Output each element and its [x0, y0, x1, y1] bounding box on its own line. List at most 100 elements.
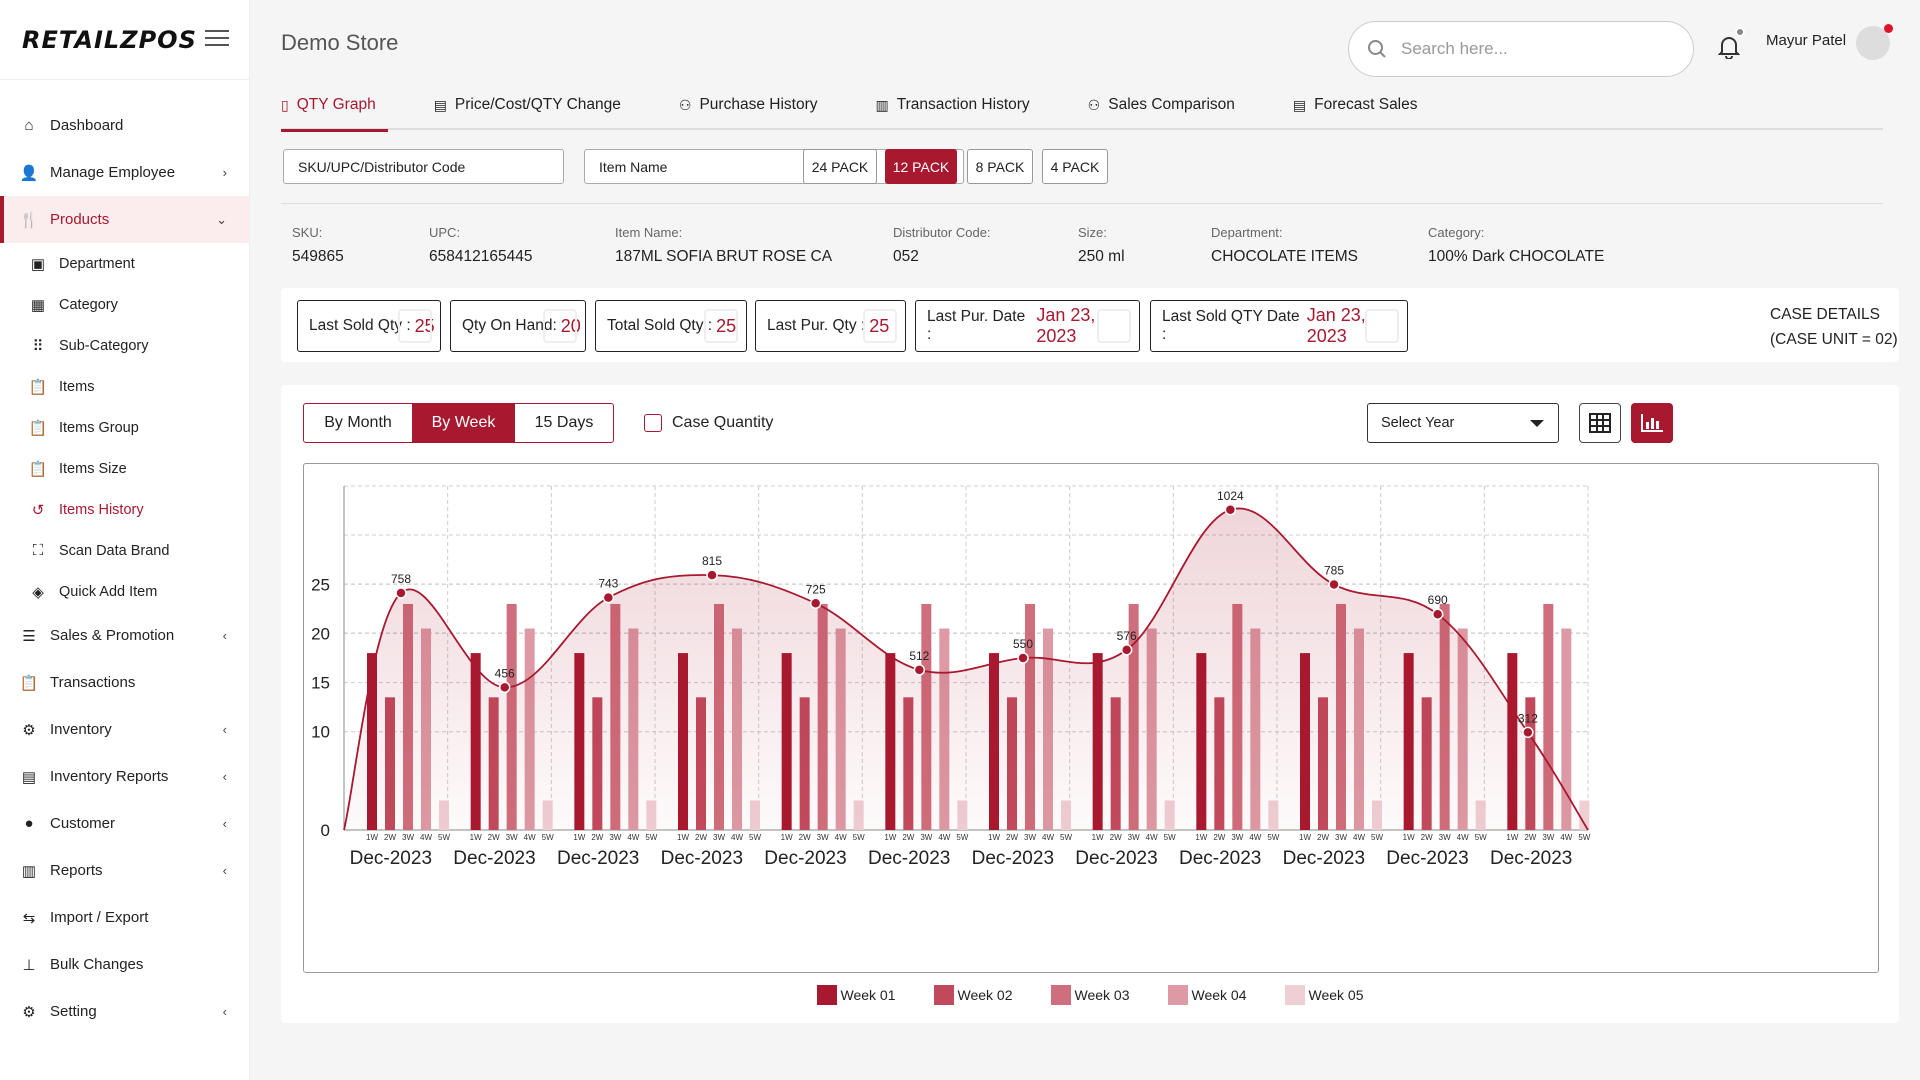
gear-icon: ⚙	[22, 1003, 36, 1021]
x-category-label: Dec-2023	[453, 848, 535, 869]
overlay-point[interactable]	[602, 591, 615, 604]
sidebar-item-bulk-changes[interactable]: ⊥ Bulk Changes	[0, 941, 249, 988]
sidebar-item-category[interactable]: ▦ Category	[0, 284, 249, 325]
x-category-label: Dec-2023	[1179, 848, 1261, 869]
sidebar-item-label: Scan Data Brand	[59, 542, 170, 559]
sidebar-item-items-size[interactable]: 📋 Items Size	[0, 448, 249, 489]
bar-week-03[interactable]	[1543, 603, 1554, 830]
x-category-label: Dec-2023	[1490, 848, 1572, 869]
dots-grid-icon: ⠿	[32, 337, 44, 355]
sidebar-item-label: Manage Employee	[50, 164, 176, 181]
legend-item[interactable]: Week 03	[1050, 985, 1130, 1005]
stat-label: Last Sold Qty :	[309, 317, 411, 334]
tab-qty-graph[interactable]: ▯ QTY Graph	[281, 80, 388, 132]
legend-item[interactable]: Week 05	[1284, 985, 1364, 1005]
week-tick-label: 1W	[573, 833, 585, 842]
sidebar-item-inventory-reports[interactable]: ▤ Inventory Reports ‹	[0, 753, 249, 800]
overlay-point[interactable]	[913, 664, 926, 676]
chevron-icon: ‹	[222, 769, 227, 784]
sidebar-item-inventory[interactable]: ⚙ Inventory ‹	[0, 706, 249, 753]
overlay-point[interactable]	[1224, 504, 1237, 516]
stat-label: Last Sold QTY Date :	[1162, 308, 1300, 343]
overlay-point[interactable]	[1328, 578, 1340, 591]
legend-item[interactable]: Week 01	[816, 985, 896, 1005]
logo: RETAILZPOS	[0, 0, 249, 80]
hamburger-menu-icon[interactable]	[205, 30, 229, 48]
overlay-point[interactable]	[706, 569, 718, 581]
pack-button-24-pack[interactable]: 24 PACK	[803, 149, 877, 184]
sidebar-item-setting[interactable]: ⚙ Setting ‹	[0, 988, 249, 1035]
sidebar-item-items-group[interactable]: 📋 Items Group	[0, 407, 249, 448]
tab-sales-comparison[interactable]: ⚇ Sales Comparison	[1088, 80, 1235, 130]
sidebar-item-dashboard[interactable]: ⌂ Dashboard	[0, 102, 249, 149]
sidebar-item-items[interactable]: 📋 Items	[0, 366, 249, 407]
sidebar-item-items-history[interactable]: ↺ Items History	[0, 489, 249, 530]
avatar[interactable]	[1856, 24, 1893, 60]
week-tick-label: 2W	[902, 833, 914, 842]
stat-last-pur-qty: Last Pur. Qty :25	[755, 300, 906, 352]
bar-week-05[interactable]	[1579, 800, 1590, 830]
overlay-point[interactable]	[1120, 644, 1133, 656]
tab-forecast-sales[interactable]: ▤ Forecast Sales	[1293, 80, 1418, 130]
overlay-point[interactable]	[395, 587, 407, 599]
info-label: UPC:	[429, 225, 461, 240]
period-by-month[interactable]: By Month	[324, 414, 392, 431]
sidebar-item-sub-category[interactable]: ⠿ Sub-Category	[0, 325, 249, 366]
week-tick-label: 1W	[781, 833, 793, 842]
sitemap-icon: ⊥	[22, 956, 36, 974]
overlay-point[interactable]	[1522, 726, 1534, 739]
table-view-button[interactable]	[1579, 403, 1621, 443]
week-tick-label: 4W	[1353, 833, 1365, 842]
select-year-dropdown[interactable]: Select Year	[1367, 403, 1559, 443]
overlay-point[interactable]	[809, 597, 822, 610]
tab-label: Purchase History	[699, 96, 818, 113]
sidebar-item-scan-data-brand[interactable]: ⛶ Scan Data Brand	[0, 530, 249, 571]
item-info-size: Size: 250 ml	[1078, 225, 1125, 266]
sidebar-item-products[interactable]: 🍴 Products ⌄	[0, 196, 249, 243]
week-tick-label: 3W	[713, 833, 725, 842]
sidebar-item-manage-employee[interactable]: 👤 Manage Employee ›	[0, 149, 249, 196]
pack-button-4-pack[interactable]: 4 PACK	[1042, 149, 1108, 184]
week-tick-label: 1W	[366, 833, 378, 842]
logo-text: RETAILZPOS	[22, 25, 197, 54]
sku-search-field[interactable]: SKU/UPC/Distributor Code	[283, 149, 564, 184]
pack-button-12-pack[interactable]: 12 PACK	[885, 149, 957, 184]
legend-item[interactable]: Week 04	[1167, 985, 1247, 1005]
user-name[interactable]: Mayur Patel	[1766, 32, 1847, 49]
info-value: 052	[893, 248, 919, 265]
overlay-data-label: 550	[1013, 637, 1033, 651]
overlay-data-label: 1024	[1217, 489, 1244, 503]
overlay-point[interactable]	[1431, 608, 1444, 620]
y-tick-label: 15	[311, 674, 330, 693]
notification-bell-icon[interactable]	[1717, 27, 1745, 64]
period-by-week[interactable]: By Week	[412, 404, 515, 442]
tab-price-cost-qty-change[interactable]: ▤ Price/Cost/QTY Change	[434, 80, 621, 130]
sidebar-item-import-export[interactable]: ⇆ Import / Export	[0, 894, 249, 941]
sidebar-item-sales-promotion[interactable]: ☰ Sales & Promotion ‹	[0, 612, 249, 659]
chart-doc-icon: ▥	[21, 862, 37, 880]
stat-watermark-icon	[543, 309, 577, 343]
overlay-point[interactable]	[1017, 652, 1029, 664]
case-quantity-checkbox[interactable]: Case Quantity	[644, 414, 773, 432]
chevron-icon: ‹	[222, 722, 227, 737]
overlay-area-fill	[344, 508, 1588, 830]
sidebar-item-quick-add-item[interactable]: ◈ Quick Add Item	[0, 571, 249, 612]
tab-purchase-history[interactable]: ⚇ Purchase History	[679, 80, 818, 130]
sidebar-item-customer[interactable]: ● Customer ‹	[0, 800, 249, 847]
legend-item[interactable]: Week 02	[933, 985, 1013, 1005]
tab-transaction-history[interactable]: ▥ Transaction History	[875, 80, 1029, 130]
chart-view-button[interactable]	[1631, 403, 1673, 443]
pack-button-8-pack[interactable]: 8 PACK	[967, 149, 1033, 184]
sidebar-item-reports[interactable]: ▥ Reports ‹	[0, 847, 249, 894]
checkbox-box[interactable]	[644, 414, 662, 432]
sidebar-item-transactions[interactable]: 📋 Transactions	[0, 659, 249, 706]
sidebar-item-department[interactable]: ▣ Department	[0, 243, 249, 284]
week-tick-label: 4W	[1042, 833, 1054, 842]
sidebar-item-label: Category	[59, 296, 118, 313]
week-tick-label: 1W	[884, 833, 896, 842]
bar-week-04[interactable]	[1561, 628, 1572, 830]
period-15-days[interactable]: 15 Days	[534, 414, 594, 431]
week-tick-label: 3W	[920, 833, 932, 842]
search-input[interactable]: Search here...	[1348, 21, 1694, 77]
overlay-point[interactable]	[498, 681, 511, 694]
